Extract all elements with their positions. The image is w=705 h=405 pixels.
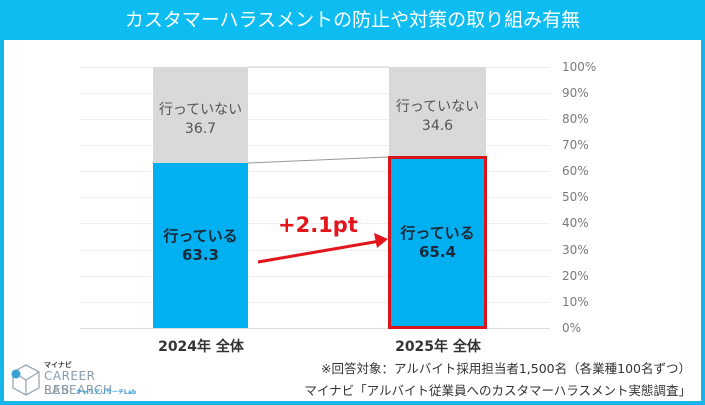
bar-2025-doing: 行っている 65.4 [389,157,486,328]
y-tick: 0% [562,321,582,335]
segment-value: 65.4 [418,242,456,261]
y-tick: 80% [562,112,589,126]
y-tick: 10% [562,295,589,309]
highlight-border [388,156,487,329]
footnote-respondents: ※回答対象：アルバイト採用担当者1,500名（各業種100名ずつ） [321,361,691,376]
cube-logo-icon [11,364,40,396]
segment-label: 行っていない [395,98,480,115]
segment-label: 行っている [400,223,475,242]
segment-value: 36.7 [184,120,217,137]
y-tick: 60% [562,164,589,178]
y-tick: 70% [562,138,589,152]
y-tick: 100% [562,60,597,74]
bar-2024-doing: 行っている 63.3 [153,163,248,328]
segment-value: 34.6 [421,117,454,134]
y-tick: 30% [562,243,589,257]
bar-2025-not-doing: 行っていない 34.6 [389,67,486,157]
footnote-source: マイナビ「アルバイト従業員へのカスタマーハラスメント実態調査」 [304,383,691,398]
segment-label: 行っている [163,226,238,245]
x-label-2025: 2025年 全体 [395,339,481,355]
logo-line1: CAREER RESEARCH [44,369,113,397]
logo: マイナビ CAREER RESEARCH LAB キャリアリサーチLab [10,360,160,400]
logo-brand: マイナビ [44,361,72,369]
bar-2024-not-doing: 行っていない 36.7 [153,67,248,163]
diff-annotation: +2.1pt [278,213,358,237]
y-tick: 90% [562,86,589,100]
chart-title: カスタマーハラスメントの防止や対策の取り組み有無 [0,0,705,40]
y-tick: 40% [562,216,589,230]
logo-sub: キャリアリサーチLab [76,389,137,396]
arrow-head-icon [374,233,388,248]
segment-value: 63.3 [181,245,219,264]
x-label-2024: 2024年 全体 [158,339,244,355]
y-tick: 50% [562,190,589,204]
segment-label: 行っていない [158,101,243,118]
logo-line2: LAB [44,383,71,397]
y-tick: 20% [562,269,589,283]
